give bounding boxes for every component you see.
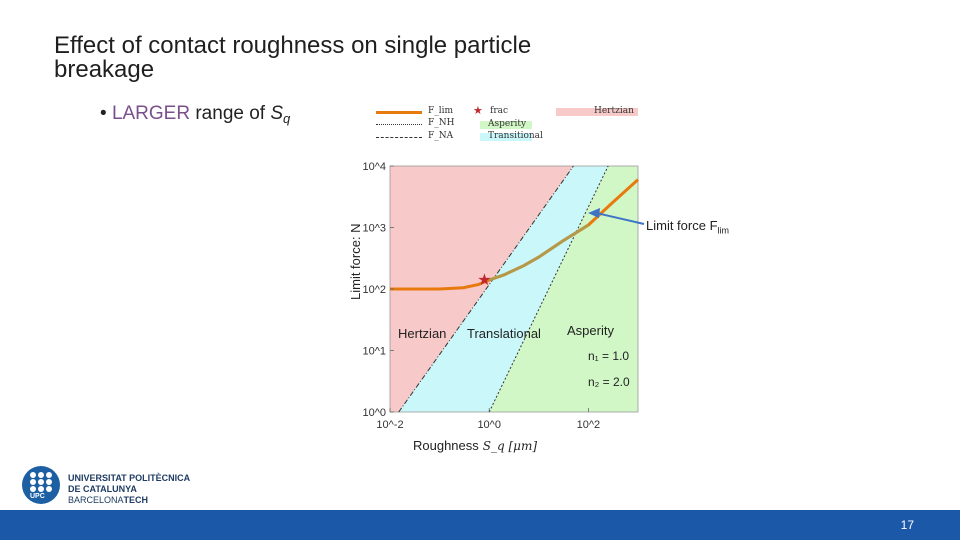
logo-badge: UPC (30, 493, 45, 500)
slide-title: Effect of contact roughness on single pa… (54, 32, 532, 83)
limit-force-subscript: lim (717, 225, 730, 236)
hertzian-region (390, 166, 574, 412)
footer-bar: 17 (0, 510, 960, 540)
legend-frac-star-icon: ★ (473, 104, 483, 117)
legend-asperity-label: Asperity (488, 119, 527, 129)
chart-legend: F_lim F_NH F_NA ★ frac Asperity Transiti… (370, 103, 642, 147)
logo-line2: DE CATALUNYA (68, 484, 137, 494)
legend-hertzian-label: Hertzian (594, 106, 634, 116)
logo-line1: UNIVERSITAT POLITÈCNICA (68, 473, 191, 483)
fna-line (488, 165, 609, 413)
legend-fnh-label: F_NH (428, 118, 455, 128)
bullet-text: range of (190, 103, 271, 124)
x-axis-label-text: Roughness (413, 438, 479, 453)
legend-fna-line (376, 137, 422, 138)
upc-logo-icon: UPC (22, 466, 60, 504)
limit-force-arrow (595, 211, 645, 225)
asperity-region (489, 166, 638, 412)
transitional-region (398, 166, 609, 412)
logo-line3a: BARCELONA (68, 495, 124, 505)
y-tick-label: 10^1 (362, 346, 386, 358)
page-number: 17 (900, 518, 914, 532)
region-label-asperity: Asperity (567, 323, 614, 338)
limit-force-arrowhead (588, 207, 600, 218)
x-tick-label: 10^0 (477, 419, 501, 431)
limit-force-text: Limit force F (646, 218, 718, 233)
x-tick-label: 10^-2 (376, 419, 403, 431)
legend-flim-line (376, 111, 422, 114)
legend-asperity-swatch (480, 121, 532, 129)
frac-star-icon: ★ (477, 270, 491, 289)
logo-text: UNIVERSITAT POLITÈCNICA DE CATALUNYA BAR… (68, 473, 190, 506)
legend-hertzian-swatch (556, 108, 638, 116)
y-tick-label: 10^3 (362, 223, 386, 235)
legend-fnh-line (376, 124, 422, 125)
x-axis-unit: S_q [μm] (482, 439, 538, 453)
legend-flim-label: F_lim (428, 106, 454, 116)
y-tick-label: 10^2 (362, 284, 386, 296)
bullet-subscript: q (283, 111, 291, 126)
region-label-translational: Translational (467, 326, 541, 341)
y-tick-label: 10^0 (362, 407, 386, 419)
exponent-n2: n₂ = 2.0 (588, 375, 630, 389)
x-tick-label: 10^2 (577, 419, 601, 431)
fnh-line (398, 165, 574, 413)
flim-transitional-segment (488, 223, 590, 282)
y-tick-label: 10^4 (362, 161, 386, 173)
legend-fna-label: F_NA (428, 131, 454, 141)
bullet-symbol: S (270, 103, 284, 124)
limit-force-callout: Limit force Flim (646, 218, 729, 236)
exponent-n1: n₁ = 1.0 (588, 349, 630, 363)
legend-transitional-label: Transitional (488, 131, 543, 141)
bullet-marker: • (100, 103, 107, 124)
y-axis-label: Limit force: N (348, 223, 363, 300)
roughness-chart: ★10^010^110^210^310^410^-2 10^0 10^2 (362, 161, 645, 431)
legend-frac-label: frac (490, 106, 509, 116)
x-axis-label: Roughness S_q [μm] (413, 438, 537, 453)
bullet-highlight: LARGER (111, 103, 191, 124)
logo-line3b: TECH (123, 495, 149, 505)
legend-transitional-swatch (480, 133, 532, 141)
region-label-hertzian: Hertzian (398, 326, 447, 341)
bullet-point: • LARGER range of Sq (100, 103, 290, 126)
